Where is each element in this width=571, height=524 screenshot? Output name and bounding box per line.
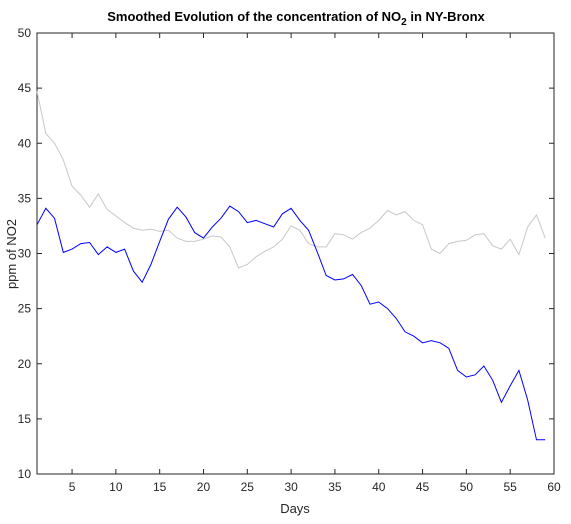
x-tick-label: 45: [416, 480, 430, 494]
tick-layer: 5 10 15 20 25 30 35 40 45 50 55 60 10 15 20 25 30 35 40 45 5…: [18, 26, 561, 494]
y-tick-label: 10: [18, 467, 32, 481]
x-tick-label: 40: [372, 480, 386, 494]
y-tick-label: 35: [18, 191, 32, 205]
y-axis-label: ppm of NO2: [4, 219, 19, 289]
plot-area: [36, 32, 555, 475]
x-tick-label: 5: [69, 480, 76, 494]
chart-title-main: Smoothed Evolution of the concentration …: [107, 9, 401, 24]
x-tick-label: 30: [284, 480, 298, 494]
chart-title-subscript: 2: [401, 17, 407, 28]
x-tick-label: 15: [153, 480, 167, 494]
x-tick-label: 25: [241, 480, 255, 494]
x-tick-label: 60: [547, 480, 561, 494]
chart-title-suffix: in NY-Bronx: [407, 9, 486, 24]
x-tick-label: 10: [109, 480, 123, 494]
x-axis-label: Days: [280, 501, 310, 516]
y-tick-label: 40: [18, 136, 32, 150]
x-tick-label: 35: [328, 480, 342, 494]
y-tick-label: 50: [18, 26, 32, 40]
y-tick-label: 45: [18, 81, 32, 95]
series-line-gray: [36, 91, 546, 269]
y-tick-label: 15: [18, 412, 32, 426]
series-layer: [36, 91, 546, 441]
x-tick-label: 55: [504, 480, 518, 494]
x-tick-label: 50: [460, 480, 474, 494]
series-line-blue: [36, 205, 546, 441]
y-tick-label: 20: [18, 357, 32, 371]
chart-title: Smoothed Evolution of the concentration …: [107, 9, 485, 28]
x-tick-label: 20: [197, 480, 211, 494]
y-tick-label: 30: [18, 247, 32, 261]
y-tick-label: 25: [18, 302, 32, 316]
